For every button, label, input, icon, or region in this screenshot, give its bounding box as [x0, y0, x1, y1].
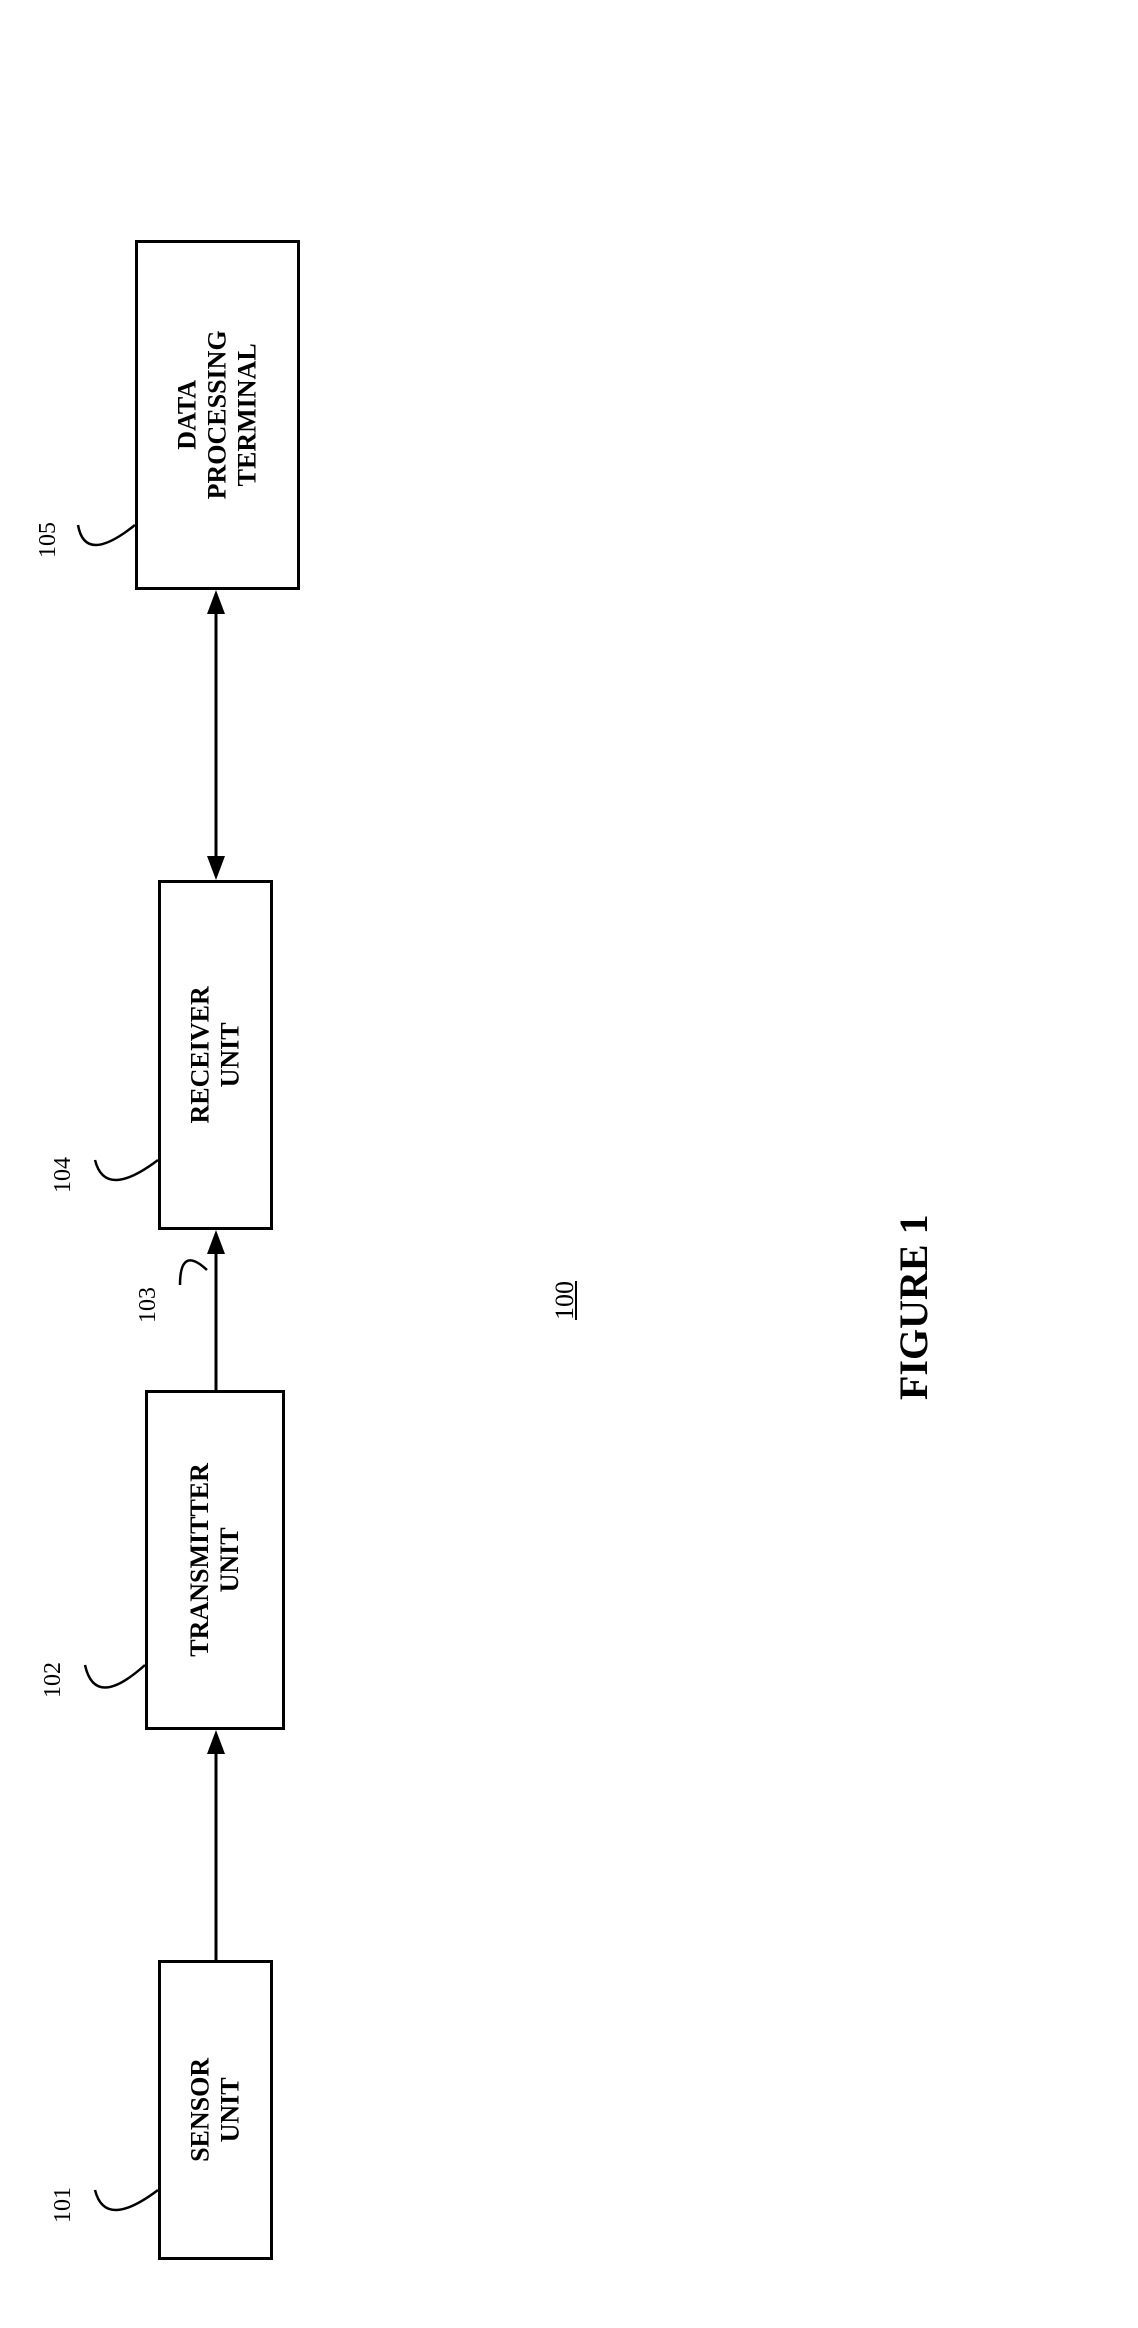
- block-terminal: DATA PROCESSING TERMINAL: [135, 240, 300, 590]
- block-label-transmitter: TRANSMITTER UNIT: [185, 1463, 245, 1657]
- block-ref-transmitter: 102: [40, 1650, 70, 1710]
- block-label-sensor: SENSOR UNIT: [186, 2056, 246, 2165]
- figure-caption: FIGURE 1: [890, 1160, 950, 1400]
- figure-reference-number: 100: [550, 1240, 590, 1320]
- block-ref-receiver: 104: [50, 1145, 80, 1205]
- connector-ref-103: 103: [135, 1275, 165, 1335]
- block-sensor: SENSOR UNIT: [158, 1960, 273, 2260]
- diagram-canvas: 103 SENSOR UNIT 101 TRANSMITTER UNIT 102 RECE…: [0, 0, 1138, 2328]
- block-label-receiver: RECEIVER UNIT: [186, 986, 246, 1123]
- block-ref-sensor: 101: [50, 2175, 80, 2235]
- block-receiver: RECEIVER UNIT: [158, 880, 273, 1230]
- block-ref-terminal: 105: [35, 510, 65, 570]
- block-label-terminal: DATA PROCESSING TERMINAL: [173, 330, 263, 499]
- block-transmitter: TRANSMITTER UNIT: [145, 1390, 285, 1730]
